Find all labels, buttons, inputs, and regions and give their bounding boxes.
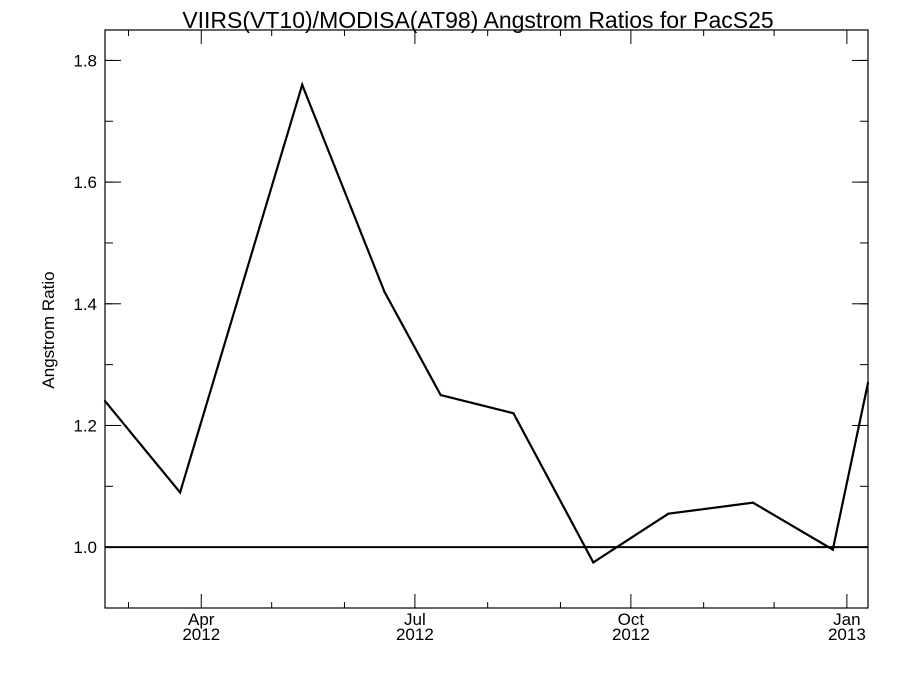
x-tick-label-month: Oct — [618, 610, 645, 629]
y-tick-label: 1.4 — [73, 295, 97, 314]
data-point — [439, 393, 442, 397]
data-point — [751, 501, 755, 504]
y-tick-label: 1.0 — [73, 538, 97, 557]
y-axis-title: Angstrom Ratio — [39, 271, 58, 388]
x-tick-label-year: 2013 — [828, 625, 866, 644]
x-tick-label-year: 2012 — [396, 625, 434, 644]
series-line — [104, 81, 870, 564]
axis-tick-labels: 1.01.21.41.61.8Apr2012Jul2012Oct2012Jan2… — [73, 51, 865, 644]
chart-title: VIIRS(VT10)/MODISA(AT98) Angstrom Ratios… — [182, 7, 773, 33]
data-point — [301, 83, 304, 86]
x-tick-label-month: Jan — [833, 610, 860, 629]
y-tick-label: 1.6 — [73, 173, 97, 192]
data-point — [383, 290, 386, 293]
data-point — [592, 561, 595, 564]
data-point — [512, 412, 515, 415]
data-point — [103, 400, 107, 403]
x-tick-label-month: Apr — [188, 610, 215, 629]
data-point — [831, 548, 834, 551]
plot-frame — [104, 29, 869, 609]
data-point — [866, 381, 870, 384]
x-tick-label-year: 2012 — [182, 625, 220, 644]
axis-ticks — [105, 30, 868, 609]
series-points — [103, 83, 870, 564]
y-tick-label: 1.2 — [73, 416, 97, 435]
x-tick-label-year: 2012 — [612, 625, 650, 644]
data-point — [179, 491, 182, 494]
data-point — [667, 512, 670, 515]
x-tick-label-month: Jul — [404, 610, 426, 629]
y-tick-label: 1.8 — [73, 51, 97, 70]
